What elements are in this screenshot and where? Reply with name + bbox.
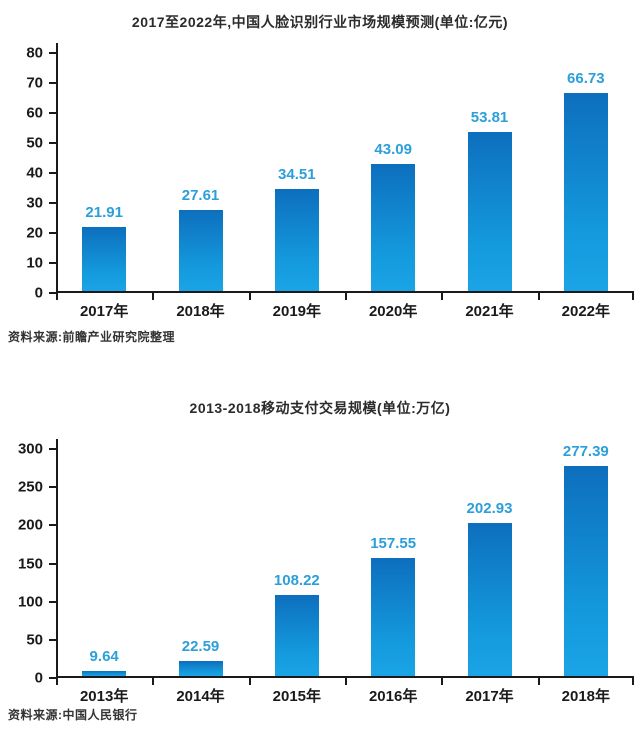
y-axis-tick [49, 524, 56, 527]
bar-value-label: 9.64 [89, 647, 119, 665]
y-axis-tick [49, 112, 56, 114]
bar-value-label: 108.22 [273, 572, 320, 590]
x-axis-tick [538, 293, 540, 300]
x-axis-category-label: 2014年 [176, 688, 225, 705]
y-axis-tick-label: 300 [17, 440, 43, 458]
y-axis-line [56, 439, 58, 678]
y-axis-tick [49, 232, 56, 234]
x-axis-tick [632, 293, 634, 300]
plot-area: 0 50 100 150 200 250 300 9.64 2013年 22.59 2014年 108… [18, 439, 634, 705]
y-axis-tick [49, 202, 56, 204]
y-axis-tick [49, 172, 56, 174]
x-axis-category-label: 2019年 [272, 303, 322, 320]
x-axis-line [56, 676, 634, 678]
y-axis-tick [49, 448, 56, 450]
bar-value-label: 202.93 [466, 500, 513, 518]
bar-2017年 [82, 227, 127, 291]
y-axis-tick-label: 40 [26, 164, 43, 182]
x-axis-tick [441, 678, 443, 685]
chart-title: 2013-2018移动支付交易规模(单位:万亿) [189, 400, 451, 416]
y-axis-tick-label: 20 [26, 224, 43, 242]
bar-2018年 [178, 210, 223, 291]
bar-2018年 [563, 466, 608, 676]
chart-title: 2017至2022年,中国人脸识别行业市场规模预测(单位:亿元) [131, 14, 509, 30]
y-axis-tick [49, 562, 56, 565]
y-axis-tick [49, 52, 56, 54]
x-axis-tick [56, 678, 58, 685]
x-axis-tick [152, 678, 154, 685]
y-axis-tick [49, 638, 56, 641]
x-axis-tick [152, 293, 154, 300]
y-axis-tick-label: 50 [26, 631, 43, 649]
y-axis-tick-label: 60 [26, 104, 43, 122]
x-axis-tick [538, 678, 540, 685]
y-axis-tick [49, 262, 56, 264]
bar-value-label: 66.73 [567, 69, 605, 87]
bar-value-label: 157.55 [370, 534, 417, 552]
x-axis-tick [249, 293, 251, 300]
bar-value-label: 21.91 [85, 204, 123, 222]
bar-value-label: 34.51 [278, 166, 316, 184]
source-note: 资料来源:前瞻产业研究院整理 [8, 330, 175, 344]
y-axis-tick [49, 142, 56, 144]
x-axis-category-label: 2017年 [465, 688, 514, 705]
x-axis-category-label: 2022年 [561, 303, 611, 320]
bar-2022年 [563, 92, 608, 291]
y-axis-tick-label: 0 [34, 669, 43, 687]
x-axis-tick [56, 293, 58, 300]
x-axis-category-label: 2020年 [368, 303, 418, 320]
x-axis-tick [345, 293, 347, 300]
x-axis-tick [345, 678, 347, 685]
bar-2020年 [371, 163, 416, 291]
bar-value-label: 43.09 [374, 140, 412, 158]
y-axis-tick [49, 292, 56, 294]
x-axis-category-label: 2021年 [465, 303, 514, 320]
y-axis-tick-label: 0 [34, 284, 43, 302]
y-axis-tick-label: 10 [26, 254, 43, 272]
y-axis-tick-label: 50 [26, 134, 43, 152]
bar-2017年 [467, 523, 512, 676]
x-axis-category-label: 2016年 [368, 688, 418, 705]
y-axis-tick-label: 200 [17, 516, 43, 534]
bar-2013年 [82, 670, 127, 676]
y-axis-tick [49, 82, 56, 84]
y-axis-tick-label: 80 [26, 44, 43, 62]
bar-2016年 [371, 557, 416, 676]
bar-value-label: 27.61 [181, 187, 220, 205]
bar-2015年 [274, 595, 319, 676]
y-axis-tick-label: 150 [17, 555, 43, 572]
x-axis-line [56, 291, 634, 293]
bar-2014年 [178, 660, 223, 676]
bar-value-label: 277.39 [562, 443, 609, 461]
x-axis-category-label: 2013年 [79, 688, 129, 705]
y-axis-tick-label: 100 [17, 593, 43, 611]
bar-value-label: 53.81 [470, 108, 509, 126]
x-axis-category-label: 2017年 [79, 303, 129, 320]
y-axis-tick-label: 70 [26, 74, 43, 92]
x-axis-category-label: 2018年 [176, 303, 225, 320]
source-note: 资料来源:中国人民银行 [8, 708, 138, 722]
plot-area: 0 10 20 30 40 50 60 70 80 21.91 2017年 27.61 2018年 34.… [26, 43, 634, 320]
y-axis-tick [49, 486, 56, 489]
y-axis-line [56, 43, 58, 293]
x-axis-tick [441, 293, 443, 300]
x-axis-tick [632, 678, 634, 685]
y-axis-tick-label: 30 [26, 194, 43, 212]
y-axis-tick-label: 250 [17, 478, 43, 496]
y-axis-tick [49, 677, 56, 679]
y-axis-tick [49, 600, 56, 603]
bar-2019年 [274, 189, 319, 291]
x-axis-category-label: 2015年 [272, 688, 322, 705]
x-axis-tick [249, 678, 251, 685]
bar-2021年 [467, 131, 512, 291]
bar-value-label: 22.59 [181, 637, 220, 655]
x-axis-category-label: 2018年 [561, 688, 611, 705]
